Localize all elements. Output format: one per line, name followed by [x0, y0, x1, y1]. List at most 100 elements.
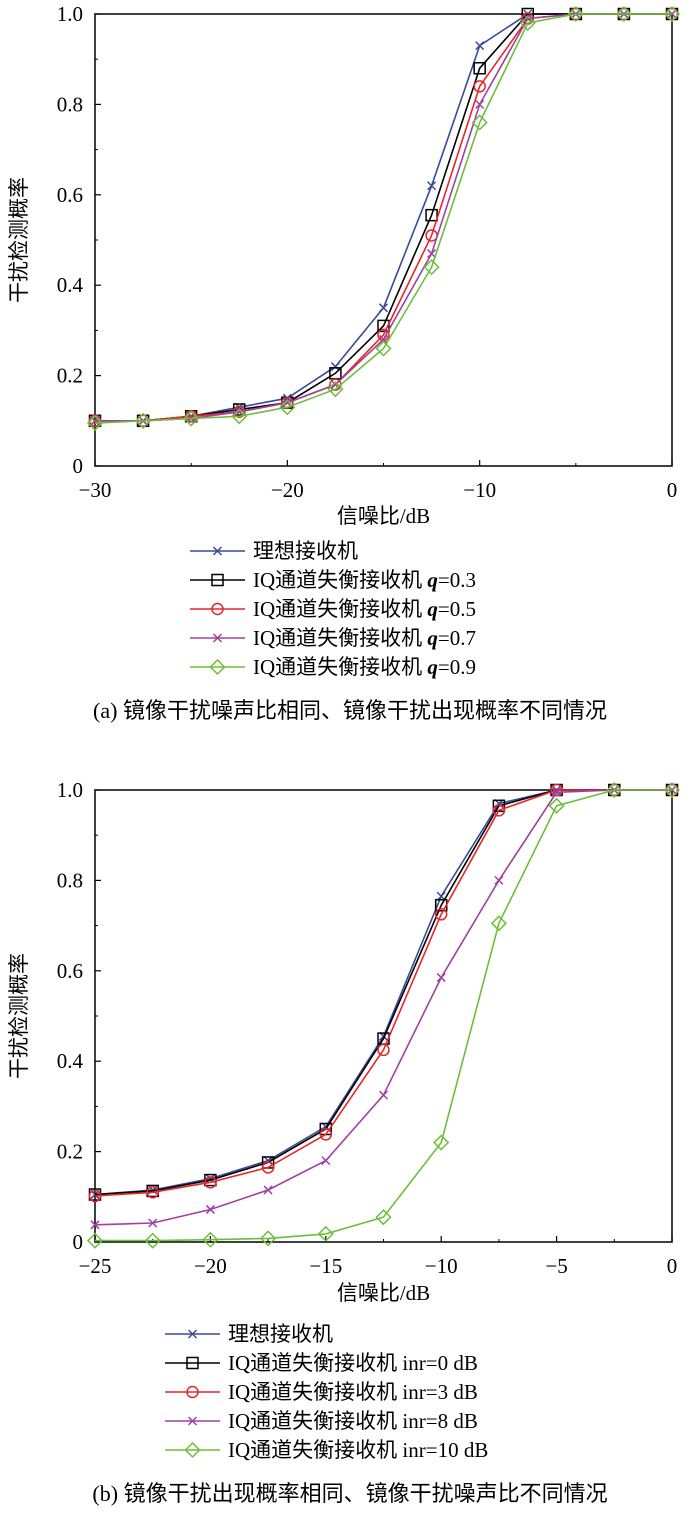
legend-item: IQ通道失衡接收机 inr=0 dB [165, 1351, 478, 1375]
legend-label-prefix: IQ通道失衡接收机 inr=8 dB [228, 1409, 478, 1433]
legend-marker [212, 633, 223, 643]
y-tick-label: 0.6 [57, 959, 83, 983]
data-point [425, 208, 438, 222]
data-point [279, 399, 296, 416]
data-point [377, 319, 390, 333]
legend-label-prefix: IQ通道失衡接收机 inr=10 dB [228, 1438, 488, 1462]
series-line [95, 13, 672, 422]
data-point [475, 99, 485, 109]
plot-frame-b [94, 789, 673, 1243]
y-tick-label: 0.2 [57, 1140, 83, 1164]
caption-b: (b) 镜像干扰出现概率相同、镜像干扰噪声比不同情况 [92, 1481, 607, 1506]
data-point [319, 1128, 333, 1141]
legend-item: 理想接收机 [165, 1322, 333, 1346]
series-line [94, 789, 672, 1196]
x-tick-label: −5 [545, 1254, 567, 1278]
legend-item: IQ通道失衡接收机 q=0.9 [190, 655, 476, 679]
data-point [475, 41, 485, 51]
data-point [146, 1186, 159, 1199]
data-point [548, 797, 565, 814]
x-tick-label: −30 [79, 478, 112, 502]
legend-label-prefix: IQ通道失衡接收机 [253, 568, 427, 592]
data-point [427, 181, 437, 191]
data-point [436, 891, 446, 901]
data-point [433, 1134, 450, 1151]
data-point [205, 1204, 215, 1214]
y-tick-label: 1.0 [57, 2, 83, 26]
chart-a: −30 −20 −10 0 0 0.2 0.4 0.6 0.8 1.0 信噪比/dB 干扰检测概率理想… [7, 2, 681, 723]
data-point [135, 412, 152, 429]
legend-label-prefix: 理想接收机 [228, 1322, 333, 1346]
legend-marker [184, 1441, 201, 1459]
series-1 [88, 783, 679, 1201]
data-point [492, 804, 506, 817]
data-point [90, 1220, 100, 1230]
data-point [663, 5, 681, 23]
data-point [330, 362, 340, 372]
x-tick-label: 0 [667, 1254, 678, 1278]
legend-marker [187, 1329, 198, 1339]
legend-marker [211, 573, 224, 587]
data-point [233, 405, 246, 419]
series-3 [90, 9, 677, 426]
y-axis-title: 干扰检测概率 [7, 177, 31, 303]
legend-marker [211, 602, 224, 616]
data-point [552, 787, 562, 797]
data-point [204, 1176, 217, 1189]
data-point [378, 334, 389, 344]
legend-item: IQ通道失衡接收机 q=0.5 [190, 597, 476, 621]
series-line [95, 13, 672, 422]
data-point [321, 1156, 331, 1166]
x-axis-title: 信噪比/dB [337, 504, 430, 528]
x-tick-label: −10 [425, 1254, 458, 1278]
series-line [95, 13, 672, 422]
data-point [202, 1231, 219, 1248]
data-point [606, 781, 623, 799]
y-axis-title: 干扰检测概率 [7, 953, 31, 1079]
y-tick-label: 0.8 [57, 868, 83, 892]
data-point [473, 80, 486, 93]
legend-label: IQ通道失衡接收机 q=0.7 [253, 626, 476, 650]
chart-b: −25 −20 −15 −10 −5 0 0 0.2 0.4 0.6 0.8 1.0 信噪比/dB 干扰检… [7, 778, 681, 1506]
data-point [523, 13, 533, 24]
y-tick-label: 0.4 [57, 273, 84, 297]
data-point [519, 14, 536, 32]
data-point [550, 783, 563, 797]
x-tick-label: −25 [79, 1254, 112, 1278]
data-point [436, 973, 446, 983]
data-point [375, 1209, 392, 1226]
legend-marker [186, 1356, 199, 1370]
caption-a: (a) 镜像干扰噪声比相同、镜像干扰出现概率不同情况 [93, 698, 607, 723]
series-line [94, 789, 672, 1196]
legend-label-prefix: IQ通道失衡接收机 [253, 626, 427, 650]
data-point [327, 381, 344, 398]
legend-label: IQ通道失衡接收机 q=0.5 [253, 597, 476, 621]
data-point [471, 114, 488, 131]
y-tick-label: 0 [73, 454, 84, 478]
legend-label-prefix: IQ通道失衡接收机 inr=0 dB [228, 1351, 478, 1375]
series-line [94, 13, 672, 424]
x-tick-label: 0 [667, 478, 678, 502]
y-tick-label: 0.2 [57, 364, 83, 388]
data-point [490, 915, 507, 932]
series-4 [86, 781, 681, 1249]
data-point [473, 61, 486, 75]
legend-label-variable: q [427, 626, 438, 650]
data-point [377, 1043, 390, 1057]
series-4 [86, 5, 681, 432]
y-tick-label: 0.6 [57, 183, 83, 207]
legend-label-value: =0.7 [438, 626, 476, 650]
legend-label-variable: q [427, 568, 438, 592]
data-point [423, 259, 440, 276]
legend-marker [212, 546, 223, 556]
legend-label: IQ通道失衡接收机 inr=0 dB [228, 1351, 478, 1375]
x-tick-label: −20 [271, 478, 304, 502]
data-point [378, 1090, 389, 1100]
plot-frame-a [94, 13, 673, 467]
data-point [144, 1232, 161, 1249]
data-point [148, 1218, 158, 1228]
data-point [375, 340, 392, 357]
data-point [434, 908, 448, 921]
legend-label: 理想接收机 [228, 1322, 333, 1346]
legend-item: IQ通道失衡接收机 q=0.3 [190, 568, 476, 592]
